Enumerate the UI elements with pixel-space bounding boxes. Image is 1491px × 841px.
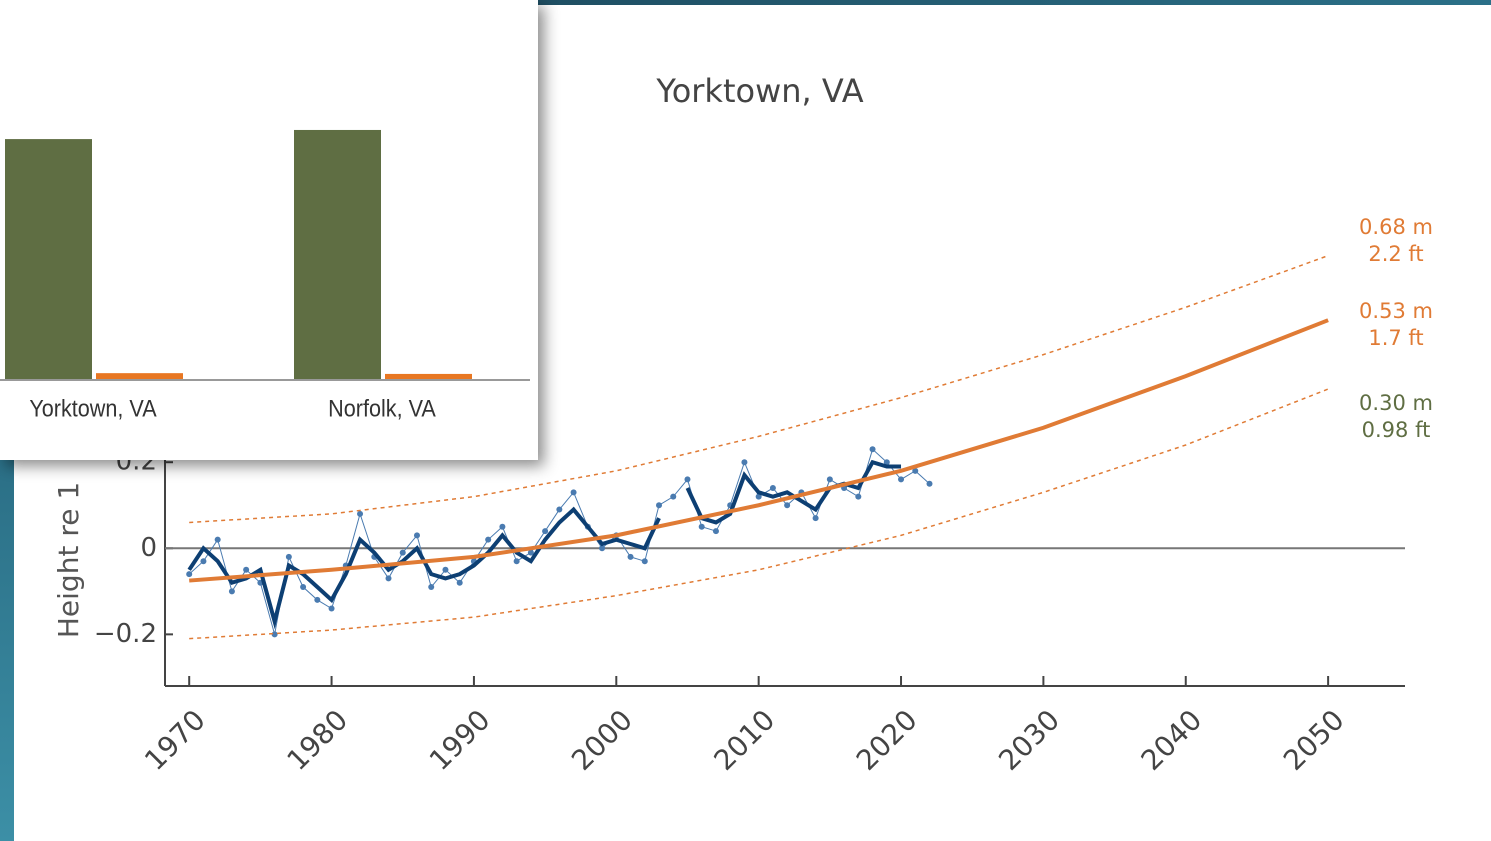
data-point [883, 459, 890, 466]
data-point [499, 523, 506, 530]
data-point [485, 536, 492, 543]
data-point [912, 467, 919, 474]
x-tick-label: 2020 [850, 703, 924, 777]
data-point [599, 545, 606, 552]
data-point [741, 459, 748, 466]
data-point [385, 575, 392, 582]
data-point [399, 549, 406, 556]
data-point [314, 596, 321, 603]
side-strip [0, 460, 14, 841]
bar [96, 373, 183, 380]
y-axis-label: Height re 1 [52, 482, 85, 638]
x-tick-label: 2010 [708, 703, 782, 777]
x-tick-label: 1980 [280, 703, 354, 777]
data-point [527, 549, 534, 556]
annotation: 1.7 ft [1368, 326, 1423, 350]
data-point [898, 476, 905, 483]
x-tick-label: Norfolk, VA [328, 394, 436, 421]
data-point [428, 584, 435, 591]
bar-chart: Yorktown, VA Norfolk, VA [0, 129, 530, 422]
data-point [784, 502, 791, 509]
data-point [812, 515, 819, 522]
x-tick-label: 1970 [138, 703, 212, 777]
data-point [200, 558, 207, 565]
data-point [328, 605, 335, 612]
data-point [186, 571, 193, 578]
data-point [285, 553, 292, 560]
annotation: 0.30 m [1359, 391, 1433, 415]
data-point [357, 510, 364, 517]
series-line [187, 506, 661, 630]
data-point [755, 493, 762, 500]
data-point [228, 588, 235, 595]
data-point [869, 446, 876, 453]
data-point [556, 506, 563, 513]
data-point [855, 493, 862, 500]
x-tick-label: 2030 [992, 703, 1066, 777]
x-tick-label: 1990 [423, 703, 497, 777]
annotation: 0.68 m [1359, 215, 1433, 239]
bar-panel: Yorktown, VA Norfolk, VA [0, 0, 538, 460]
data-point [300, 584, 307, 591]
data-point [769, 485, 776, 492]
bar [385, 373, 472, 380]
data-point [926, 480, 933, 487]
annotation: 2.2 ft [1368, 242, 1423, 266]
data-point [456, 579, 463, 586]
data-point [413, 532, 420, 539]
series-line [189, 388, 1329, 640]
data-point [570, 489, 577, 496]
data-point [670, 493, 677, 500]
data-point [243, 566, 250, 573]
x-tick-label: Yorktown, VA [29, 394, 157, 421]
data-point [627, 553, 634, 560]
data-point [656, 502, 663, 509]
chart-title: Yorktown, VA [655, 72, 863, 110]
bar [294, 129, 381, 380]
y-tick-label: −0.2 [94, 619, 157, 649]
data-line [188, 448, 930, 635]
data-point [712, 528, 719, 535]
data-point [271, 631, 278, 638]
annotation: 0.98 ft [1362, 418, 1431, 442]
series-line [189, 318, 1329, 583]
top-bar [538, 0, 1491, 5]
x-tick-label: 2050 [1277, 703, 1351, 777]
data-point [214, 536, 221, 543]
bar [5, 139, 92, 380]
data-point [826, 476, 833, 483]
data-point [542, 528, 549, 535]
x-tick-label: 2040 [1135, 703, 1209, 777]
data-point [442, 566, 449, 573]
data-point [684, 476, 691, 483]
series-line [189, 254, 1329, 524]
y-tick-label: 0 [140, 533, 157, 563]
data-point [513, 558, 520, 565]
x-tick-label: 2000 [565, 703, 639, 777]
data-point [641, 558, 648, 565]
annotation: 0.53 m [1359, 299, 1433, 323]
data-point [698, 523, 705, 530]
